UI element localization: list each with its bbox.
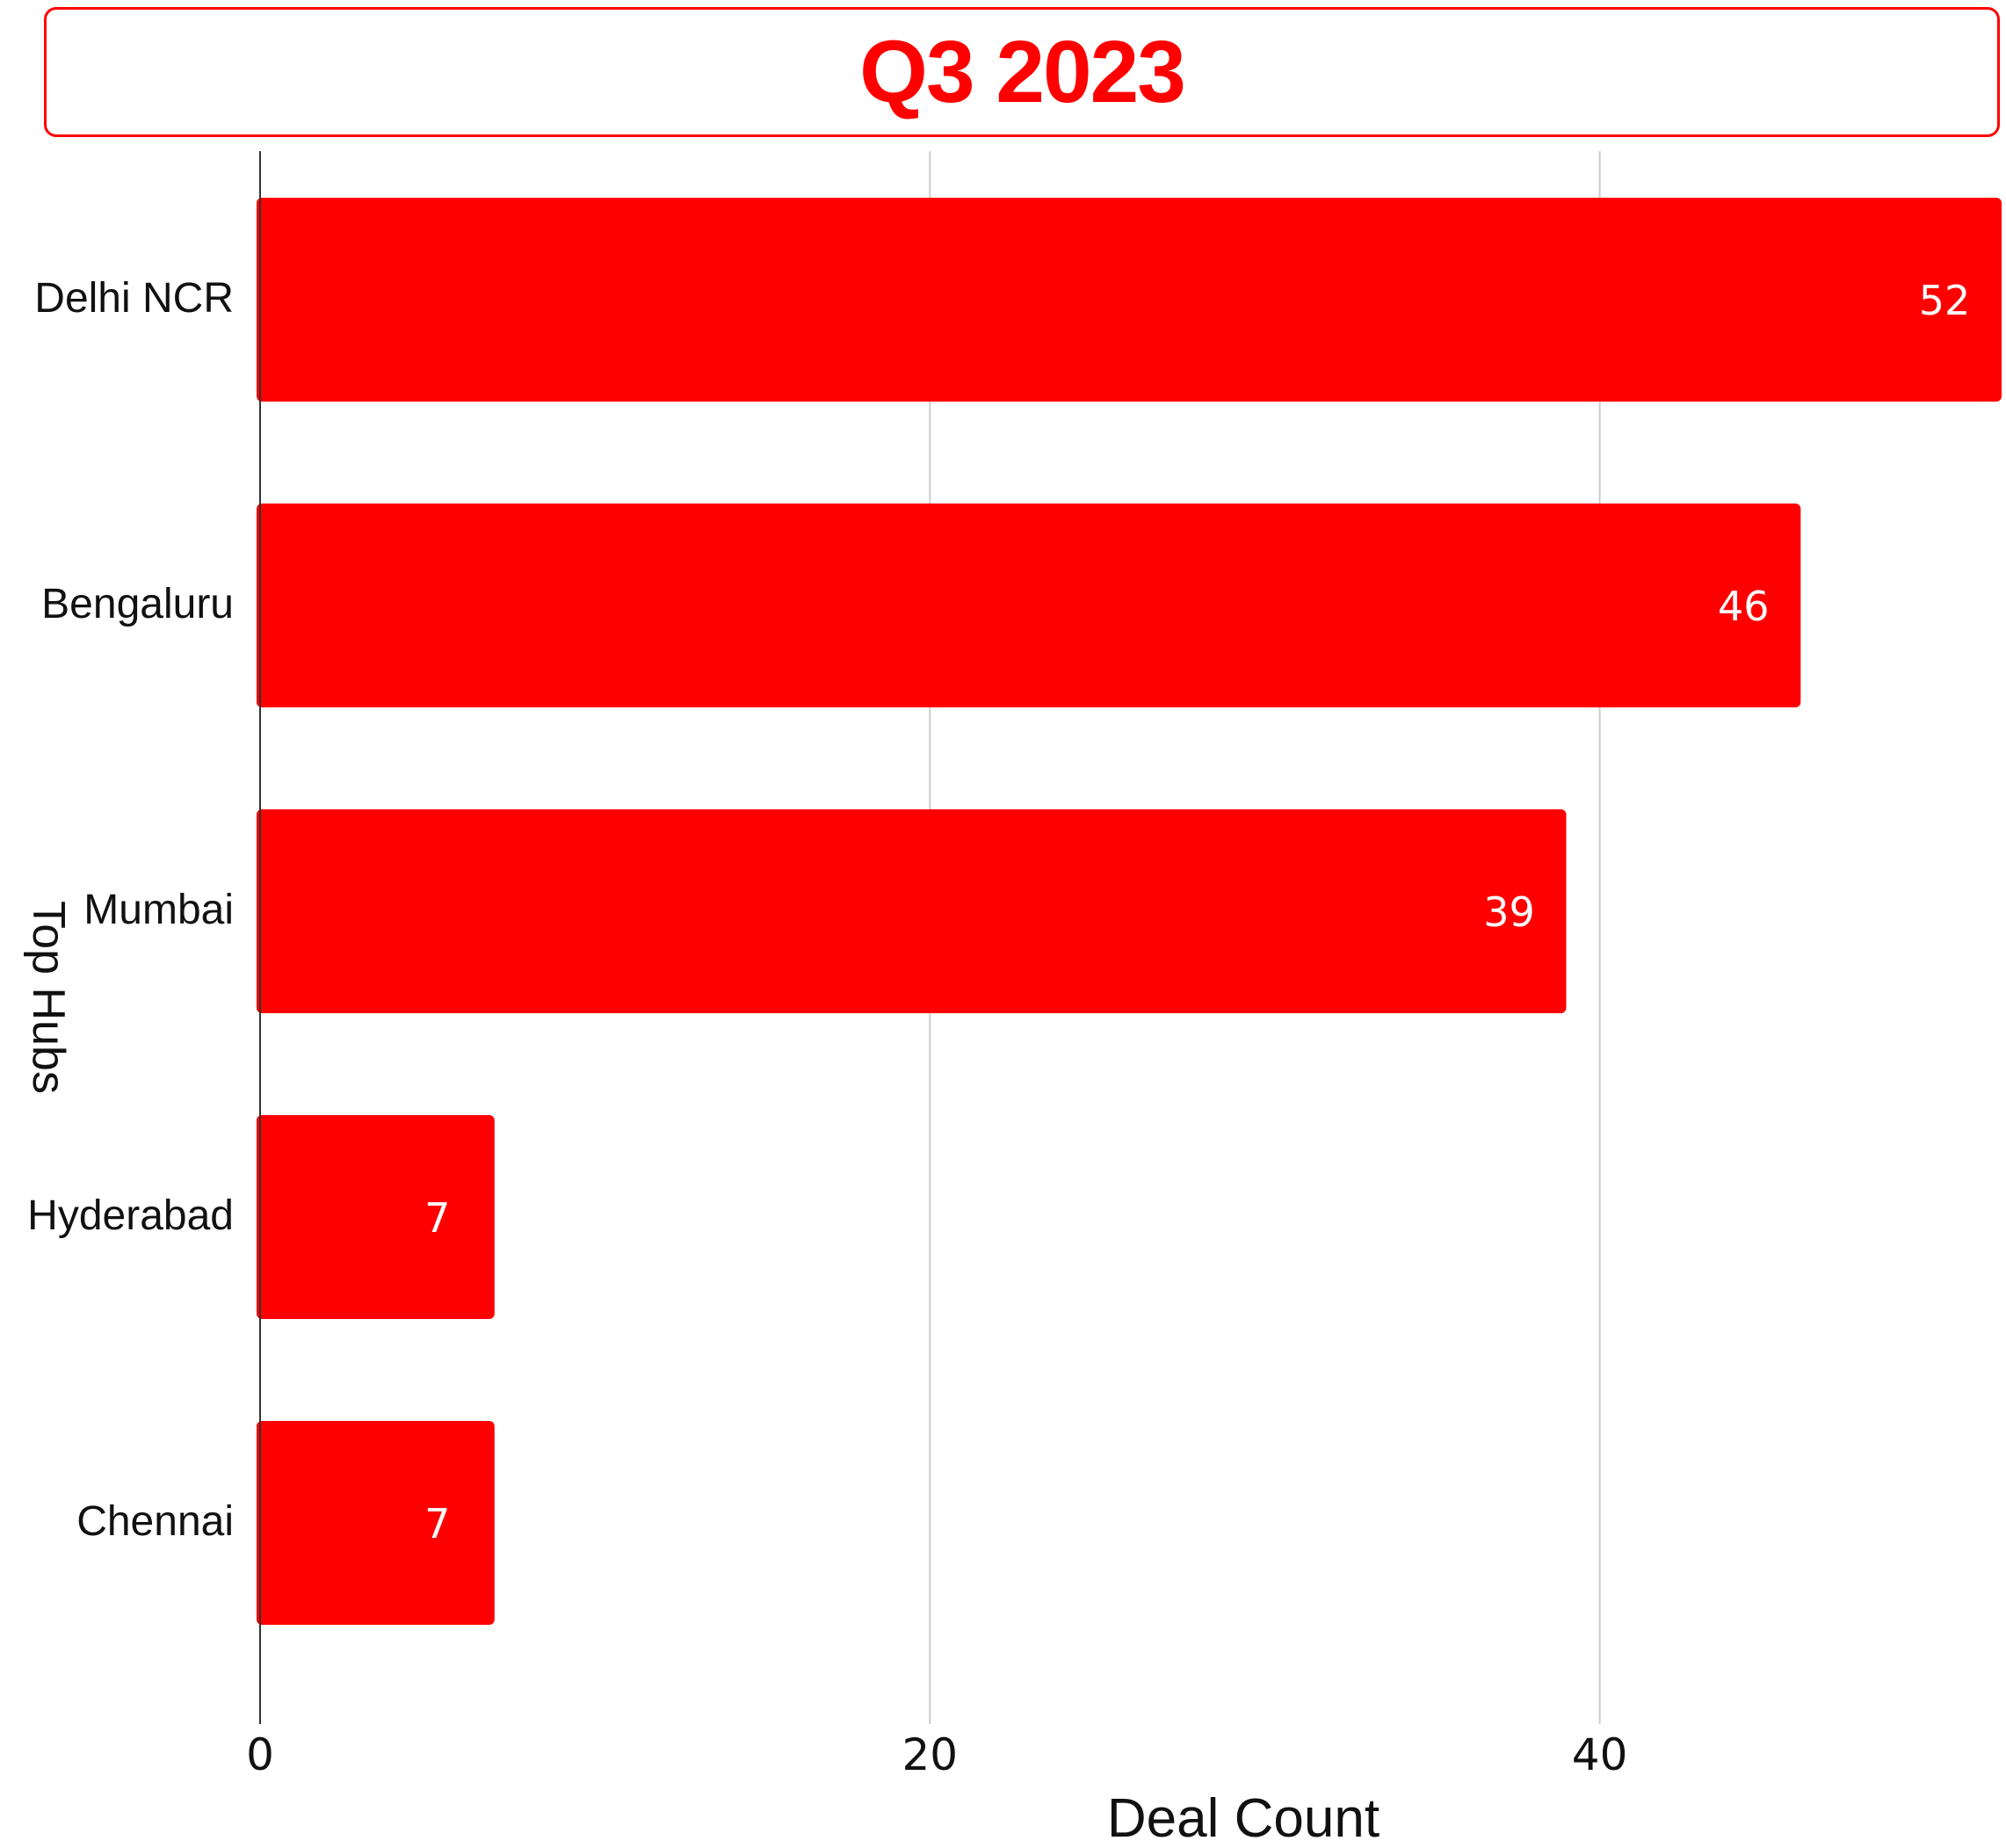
chart-title-box: Q3 2023 bbox=[44, 7, 2000, 137]
x-tick-label: 40 bbox=[1572, 1729, 1628, 1780]
bar-value-label: 7 bbox=[424, 1194, 450, 1242]
y-tick-label: Chennai bbox=[76, 1498, 234, 1545]
bar bbox=[257, 1421, 495, 1625]
bar bbox=[257, 809, 1567, 1013]
bar-value-label: 52 bbox=[1919, 277, 1971, 324]
bar-value-label: 7 bbox=[424, 1500, 450, 1547]
y-tick-label: Delhi NCR bbox=[34, 275, 234, 322]
y-axis-title: Top Hubs bbox=[23, 901, 74, 1094]
x-tick-label: 20 bbox=[902, 1729, 958, 1780]
bar bbox=[257, 1115, 495, 1319]
bar bbox=[257, 504, 1801, 707]
chart-title: Q3 2023 bbox=[859, 23, 1186, 121]
x-axis-title: Deal Count bbox=[1107, 1788, 1380, 1848]
y-tick-label: Bengaluru bbox=[41, 581, 234, 627]
y-tick-label: Mumbai bbox=[83, 887, 234, 933]
bar-value-label: 39 bbox=[1483, 888, 1535, 936]
bar-value-label: 46 bbox=[1718, 583, 1770, 630]
bar bbox=[257, 198, 2002, 402]
x-tick-label: 0 bbox=[246, 1729, 274, 1780]
y-tick-label: Hyderabad bbox=[27, 1192, 234, 1239]
